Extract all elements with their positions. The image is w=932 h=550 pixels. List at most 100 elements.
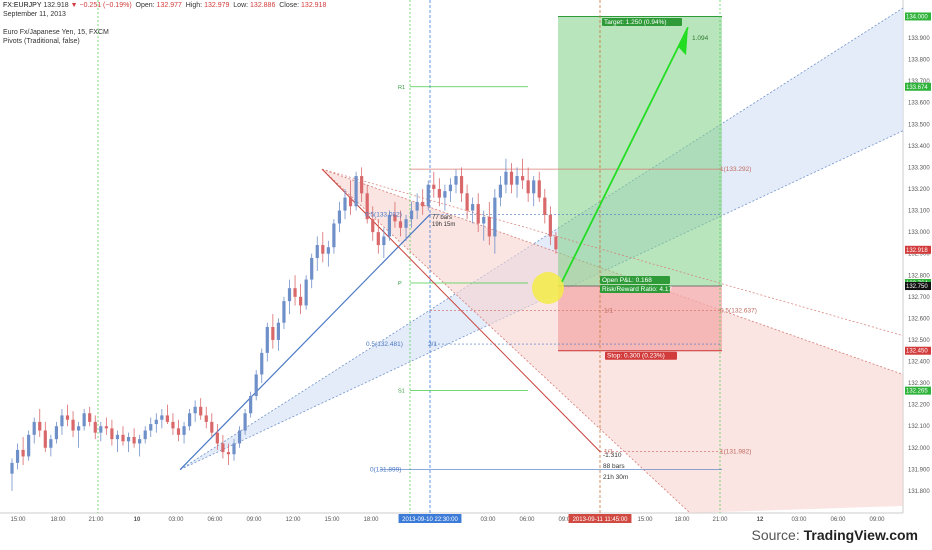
candle-body [493, 197, 497, 237]
candle-body [49, 439, 53, 448]
change-value: −0.251 (−0.19%) [79, 2, 132, 9]
candle-body [410, 210, 414, 220]
price-tick: 131.900 [908, 467, 930, 473]
price-tick: 132.700 [908, 295, 930, 301]
candle-body [110, 428, 114, 440]
candle-body [376, 232, 380, 246]
projection-time: 21h 30m [603, 474, 628, 481]
candle-body [326, 247, 330, 254]
candle-body [132, 436, 136, 444]
candle-body [188, 413, 192, 427]
stop-zone [558, 286, 722, 351]
price-badge: 132.918 [906, 248, 928, 254]
candle-body [199, 406, 203, 416]
time-tick: 15:00 [637, 517, 653, 523]
candle-body [210, 421, 214, 433]
down-arrow-icon: ▼ [70, 2, 78, 9]
fib-label: 1(133.292) [720, 166, 751, 173]
candle-body [271, 327, 275, 340]
price-badge-bg [905, 282, 931, 291]
candle-body [32, 421, 36, 435]
price-tick: 133.900 [908, 36, 930, 42]
candle-body [287, 288, 292, 302]
candle-body [343, 197, 347, 211]
fib-label: 0.5(132.481) [366, 341, 403, 348]
candle-body [138, 439, 142, 444]
candle-body [437, 188, 441, 198]
candle-body [548, 214, 552, 237]
candle-body [54, 426, 58, 440]
price-tick: 133.000 [908, 230, 930, 236]
open-pl-badge: Open P&L: 0.168 [602, 277, 652, 284]
time-tick: 2013-09-11 11:45:00 [573, 517, 628, 523]
candle-body [149, 424, 153, 431]
price-tick: 132.500 [908, 338, 930, 344]
candle-body [276, 322, 280, 340]
candle-body [226, 452, 231, 455]
candle-body [193, 406, 197, 414]
price-tick: 132.000 [908, 446, 930, 452]
projection-arrowhead-icon [678, 27, 688, 56]
candle-body [143, 430, 147, 440]
candle-body [243, 413, 247, 431]
close-label: Close: [279, 2, 300, 9]
candle-body [10, 462, 14, 474]
price-badge-bg [905, 386, 931, 395]
date-label: September 11, 2013 [3, 11, 66, 18]
candles-group [10, 158, 558, 491]
candle-body [471, 204, 475, 211]
price-tick: 133.200 [908, 187, 930, 193]
time-tick: 03:00 [480, 517, 496, 523]
time-tick: 18:00 [674, 517, 690, 523]
price-tick: 132.600 [908, 316, 930, 322]
projection-change: -1.310 [603, 452, 622, 459]
candle-body [204, 415, 208, 422]
candle-body [265, 327, 269, 353]
candle-body [482, 217, 486, 224]
entry-highlight [532, 272, 564, 304]
price-tick: 131.800 [908, 489, 930, 495]
candle-body [310, 258, 314, 280]
candle-body [254, 374, 258, 397]
time-tick: 06:00 [519, 517, 535, 523]
blue-trend-line [179, 214, 431, 470]
candle-body [521, 176, 525, 181]
low-value: 132.886 [250, 2, 276, 9]
time-badge-bg [568, 514, 632, 523]
candle-body [465, 193, 469, 211]
candle-body [537, 180, 541, 198]
candle-body [432, 184, 436, 189]
price-badge: 133.674 [906, 85, 928, 91]
candle-body [443, 191, 447, 198]
stop-badge-bg [605, 351, 677, 360]
candle-body [543, 197, 547, 215]
candle-body [121, 434, 125, 442]
candle-body [360, 176, 364, 194]
time-tick: 12:00 [285, 517, 301, 523]
price-tick: 133.400 [908, 144, 930, 150]
instrument-label[interactable]: Euro Fx/Japanese Yen, 15, FXCM [3, 29, 109, 36]
candle-body [38, 421, 42, 431]
candle-body [398, 221, 403, 228]
time-tick: 09:00 [246, 517, 262, 523]
high-label: High: [185, 2, 203, 9]
projection-arrow-shaft [561, 26, 689, 283]
candle-body [415, 201, 419, 211]
time-tick: 15:00 [324, 517, 340, 523]
blue-fan-lower [179, 130, 904, 470]
open-value: 132.977 [156, 2, 182, 9]
candle-body [315, 245, 319, 258]
indicator-label[interactable]: Pivots (Traditional, false) [3, 38, 80, 45]
arrow-value-label: 1.094 [692, 35, 709, 42]
candle-body [260, 352, 264, 375]
symbol-label[interactable]: FX:EURJPY [3, 2, 42, 9]
price-badge: 132.450 [906, 349, 928, 355]
candle-body [115, 434, 120, 440]
source-credit: Source: TradingView.com [751, 527, 918, 543]
target-zone [558, 16, 722, 287]
candle-body [249, 396, 253, 414]
price-tick: 132.400 [908, 360, 930, 366]
candle-body [365, 193, 369, 220]
price-badge: 132.265 [906, 389, 928, 395]
